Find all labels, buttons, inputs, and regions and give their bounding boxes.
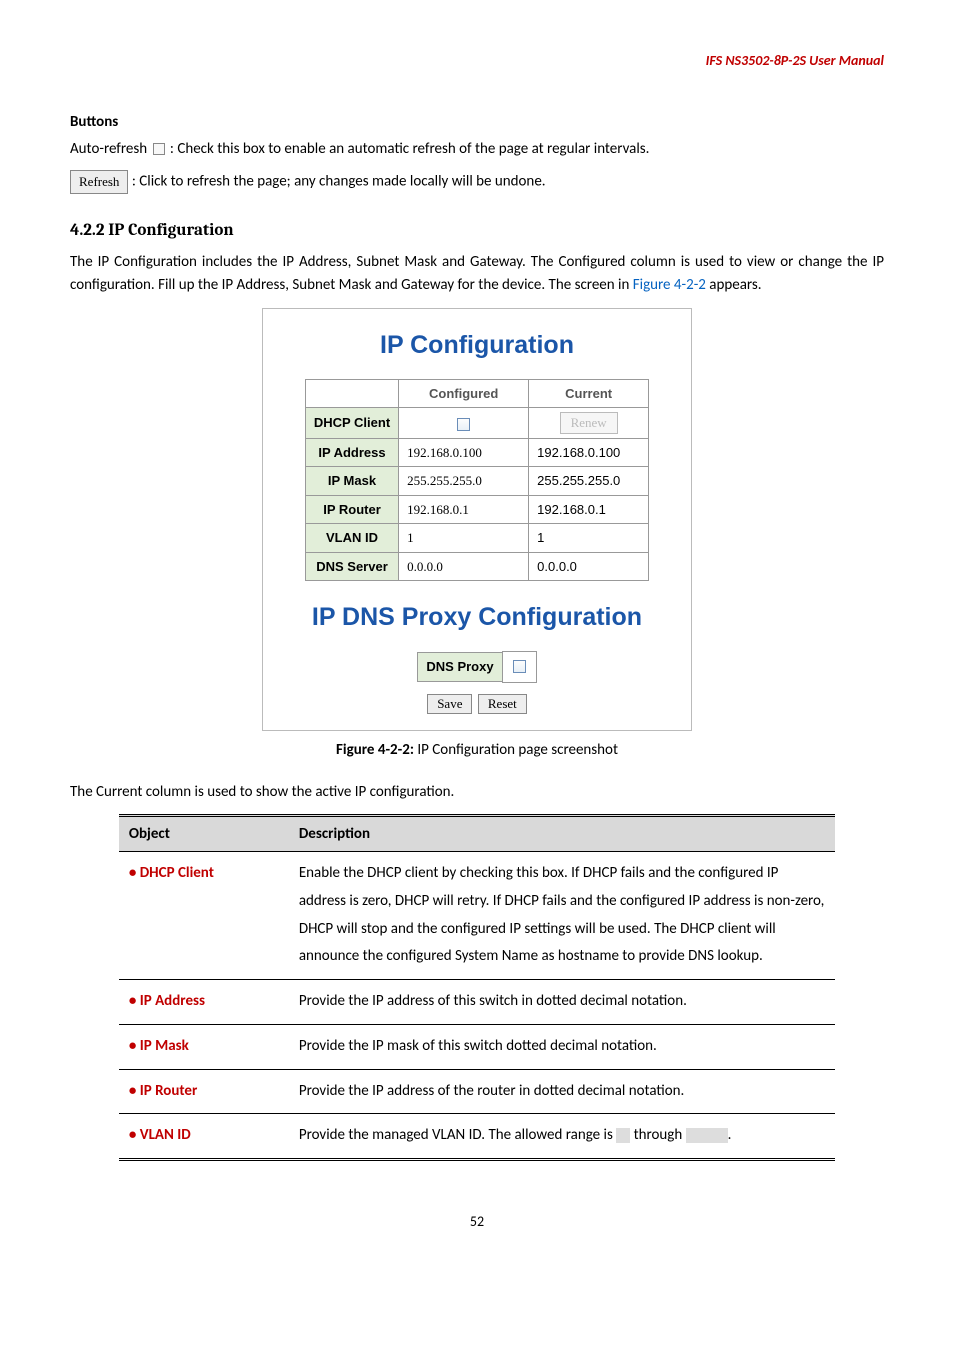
dns-proxy-row: DNS Proxy <box>289 651 665 684</box>
page-number: 52 <box>70 1211 884 1232</box>
figure-link[interactable]: Figure 4-2-2 <box>633 276 706 294</box>
vlan-id-current: 1 <box>529 524 649 553</box>
obj-key: • IP Address <box>119 980 289 1025</box>
renew-button: Renew <box>560 412 618 434</box>
ip-router-current: 192.168.0.1 <box>529 495 649 524</box>
obj-desc: Provide the IP mask of this switch dotte… <box>289 1024 835 1069</box>
obj-desc: Provide the IP address of this switch in… <box>289 980 835 1025</box>
table-row: • IP Mask Provide the IP mask of this sw… <box>119 1024 835 1069</box>
col-object: Object <box>119 815 289 852</box>
table-header-row: Object Description <box>119 815 835 852</box>
ip-config-table: Configured Current DHCP Client Renew IP … <box>305 379 649 582</box>
auto-refresh-checkbox-icon <box>153 143 165 155</box>
save-button[interactable]: Save <box>427 694 472 714</box>
range-max-placeholder <box>686 1128 728 1143</box>
refresh-button-icon: Refresh <box>70 170 128 194</box>
row-label: IP Router <box>305 495 398 524</box>
ip-config-panel: IP Configuration Configured Current DHCP… <box>262 308 692 731</box>
obj-desc: Enable the DHCP client by checking this … <box>289 852 835 980</box>
refresh-text: : Click to refresh the page; any changes… <box>132 172 546 190</box>
ip-mask-input[interactable]: 255.255.255.0 <box>399 467 529 496</box>
figure-caption: Figure 4-2-2: IP Configuration page scre… <box>70 739 884 762</box>
object-description-table: Object Description • DHCP Client Enable … <box>119 814 835 1162</box>
table-row: IP Router 192.168.0.1 192.168.0.1 <box>305 495 648 524</box>
ip-config-para: The IP Configuration includes the IP Add… <box>70 251 884 296</box>
vlan-id-input[interactable]: 1 <box>399 524 529 553</box>
obj-key: • IP Router <box>119 1069 289 1114</box>
obj-key-text: IP Address <box>140 992 205 1010</box>
dns-server-input[interactable]: 0.0.0.0 <box>399 552 529 581</box>
row-label: IP Mask <box>305 467 398 496</box>
action-buttons: Save Reset <box>289 693 665 716</box>
ip-config-para-a: The IP Configuration includes the IP Add… <box>70 253 884 294</box>
obj-key: • IP Mask <box>119 1024 289 1069</box>
refresh-line: Refresh : Click to refresh the page; any… <box>70 170 884 194</box>
table-row: IP Address 192.168.0.100 192.168.0.100 <box>305 438 648 467</box>
obj-key-text: IP Mask <box>140 1037 189 1055</box>
dns-server-current: 0.0.0.0 <box>529 552 649 581</box>
panel-title-dns: IP DNS Proxy Configuration <box>289 599 665 637</box>
ip-address-input[interactable]: 192.168.0.100 <box>399 438 529 467</box>
row-label: IP Address <box>305 438 398 467</box>
table-row: • IP Router Provide the IP address of th… <box>119 1069 835 1114</box>
reset-button[interactable]: Reset <box>478 694 527 714</box>
ip-router-input[interactable]: 192.168.0.1 <box>399 495 529 524</box>
obj-desc: Provide the IP address of the router in … <box>289 1069 835 1114</box>
table-row: • DHCP Client Enable the DHCP client by … <box>119 852 835 980</box>
dhcp-checkbox-cell <box>399 408 529 439</box>
table-header-row: Configured Current <box>305 379 648 408</box>
table-row: DHCP Client Renew <box>305 408 648 439</box>
row-label: VLAN ID <box>305 524 398 553</box>
table-row: VLAN ID 1 1 <box>305 524 648 553</box>
auto-refresh-prefix: Auto-refresh <box>70 140 151 158</box>
range-min-placeholder <box>616 1128 630 1143</box>
table-row: • VLAN ID Provide the managed VLAN ID. T… <box>119 1114 835 1160</box>
obj-desc: Provide the managed VLAN ID. The allowed… <box>289 1114 835 1160</box>
renew-cell: Renew <box>529 408 649 439</box>
buttons-heading: Buttons <box>70 111 884 134</box>
ip-config-para-b: appears. <box>706 276 762 294</box>
col-current: Current <box>529 379 649 408</box>
col-description: Description <box>289 815 835 852</box>
table-row: • IP Address Provide the IP address of t… <box>119 980 835 1025</box>
dns-proxy-checkbox[interactable] <box>513 660 526 673</box>
obj-key: • VLAN ID <box>119 1114 289 1160</box>
ip-config-heading: 4.2.2 IP Configuration <box>70 218 884 244</box>
figure-caption-rest: IP Configuration page screenshot <box>414 741 618 759</box>
table-row: IP Mask 255.255.255.0 255.255.255.0 <box>305 467 648 496</box>
vlan-desc-pre: Provide the managed VLAN ID. The allowed… <box>299 1126 616 1144</box>
table-row: DNS Server 0.0.0.0 0.0.0.0 <box>305 552 648 581</box>
ip-mask-current: 255.255.255.0 <box>529 467 649 496</box>
auto-refresh-text: : Check this box to enable an automatic … <box>170 140 650 158</box>
obj-key-text: IP Router <box>140 1082 198 1100</box>
vlan-desc-post: . <box>728 1126 732 1144</box>
auto-refresh-line: Auto-refresh : Check this box to enable … <box>70 138 884 161</box>
vlan-desc-mid: through <box>630 1126 685 1144</box>
row-label: DNS Server <box>305 552 398 581</box>
obj-key-text: DHCP Client <box>140 864 214 882</box>
dhcp-checkbox[interactable] <box>457 418 470 431</box>
row-label: DHCP Client <box>305 408 398 439</box>
panel-title-ip: IP Configuration <box>289 327 665 365</box>
obj-key-text: VLAN ID <box>140 1126 191 1144</box>
figure-caption-bold: Figure 4-2-2: <box>336 741 414 759</box>
col-configured: Configured <box>399 379 529 408</box>
current-column-text: The Current column is used to show the a… <box>70 781 884 804</box>
obj-key: • DHCP Client <box>119 852 289 980</box>
dns-proxy-checkbox-cell <box>502 651 537 684</box>
dns-proxy-label: DNS Proxy <box>417 652 501 682</box>
doc-header: IFS NS3502-8P-2S User Manual <box>70 50 884 71</box>
ip-address-current: 192.168.0.100 <box>529 438 649 467</box>
